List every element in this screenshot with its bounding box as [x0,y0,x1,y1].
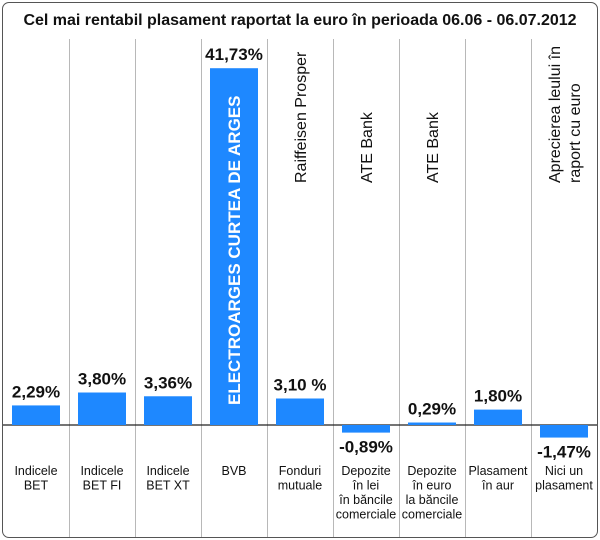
category-label: Indicele BET XT [146,464,190,493]
bar [276,398,324,425]
category-label: Depozite în euro la băncile comerciale [402,464,462,522]
chart-title: Cel mai rentabil plasament raportat la e… [23,12,576,29]
vertical-label: ATE Bank [425,111,442,183]
value-label: 3,36% [144,373,192,392]
category-label: Depozite în lei în băncile comerciale [336,464,396,522]
category-label: Nici un plasament [535,464,593,493]
vertical-label: Raiffeisen Prosper [293,51,310,183]
vertical-label: Aprecierea leului în raport cu euro [547,46,584,183]
bar [210,68,258,426]
category-label: Indicele BET [14,464,57,493]
category-label: Indicele BET FI [80,464,123,493]
value-label: 1,80% [474,387,522,406]
bar [540,425,588,438]
value-label: 3,10 % [274,375,327,394]
category-label: Fonduri mutuale [278,464,323,493]
bar [408,422,456,425]
bar [78,392,126,425]
bar [342,425,390,433]
value-label: 0,29% [408,400,456,419]
value-label: -0,89% [339,438,393,457]
vertical-label: ELECTROARGES CURTEA DE ARGES [225,96,244,406]
value-label: -1,47% [537,443,591,462]
value-label: 41,73% [205,45,263,64]
bar [474,409,522,425]
category-label: BVB [221,464,246,478]
bar [12,405,60,425]
value-label: 3,80% [78,370,126,389]
bar [144,396,192,425]
bar-chart: Cel mai rentabil plasament raportat la e… [3,12,597,537]
category-label: Plasament în aur [468,464,528,493]
vertical-label: ATE Bank [359,111,376,183]
value-label: 2,29% [12,382,60,401]
